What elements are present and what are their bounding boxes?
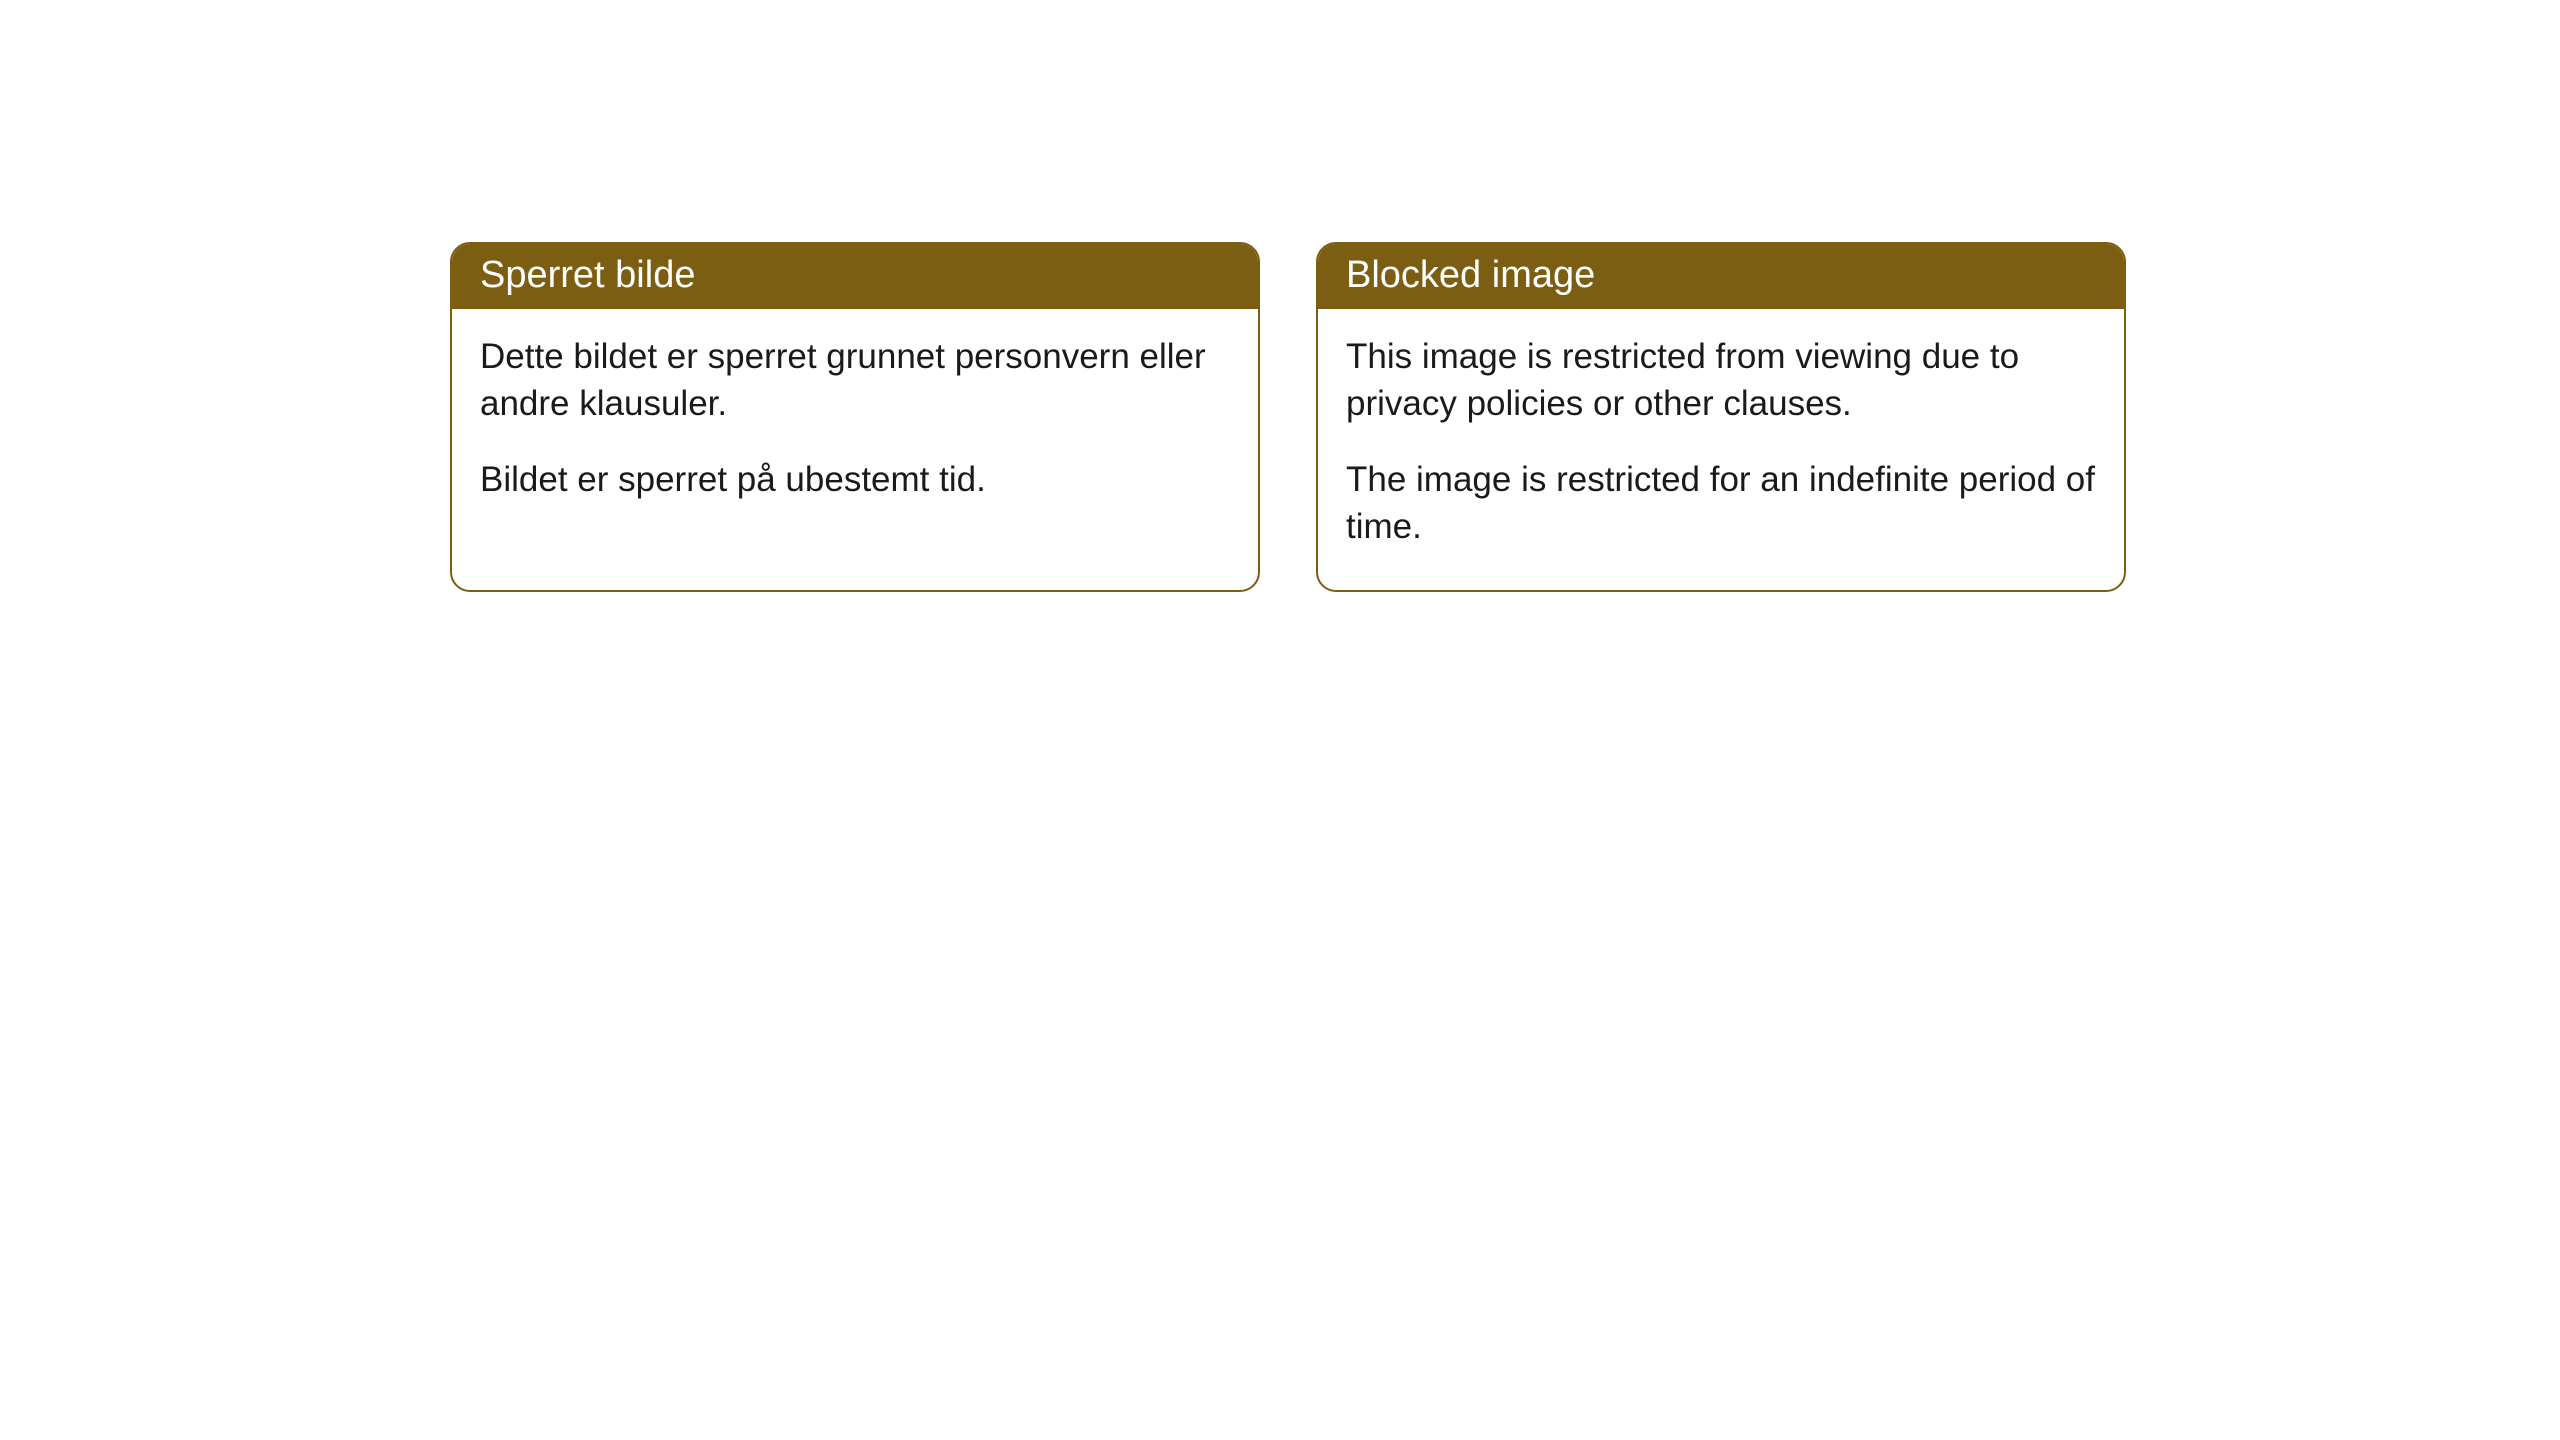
card-paragraph-1-no: Dette bildet er sperret grunnet personve… (480, 333, 1230, 428)
card-paragraph-2-no: Bildet er sperret på ubestemt tid. (480, 456, 1230, 503)
cards-container: Sperret bilde Dette bildet er sperret gr… (450, 242, 2560, 592)
card-body-no: Dette bildet er sperret grunnet personve… (452, 309, 1258, 543)
blocked-image-card-no: Sperret bilde Dette bildet er sperret gr… (450, 242, 1260, 592)
blocked-image-card-en: Blocked image This image is restricted f… (1316, 242, 2126, 592)
card-header-en: Blocked image (1318, 244, 2124, 309)
card-body-en: This image is restricted from viewing du… (1318, 309, 2124, 590)
card-header-no: Sperret bilde (452, 244, 1258, 309)
card-title-en: Blocked image (1346, 254, 1595, 296)
card-paragraph-2-en: The image is restricted for an indefinit… (1346, 456, 2096, 551)
card-paragraph-1-en: This image is restricted from viewing du… (1346, 333, 2096, 428)
card-title-no: Sperret bilde (480, 254, 695, 296)
